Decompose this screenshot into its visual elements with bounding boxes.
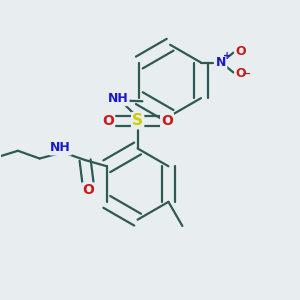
Text: O: O xyxy=(102,114,114,128)
Text: O: O xyxy=(235,68,246,80)
Text: NH: NH xyxy=(108,92,128,105)
Text: O: O xyxy=(82,183,94,197)
Text: +: + xyxy=(223,51,231,61)
Text: O: O xyxy=(235,45,246,58)
Text: −: − xyxy=(242,69,251,79)
Text: O: O xyxy=(161,114,173,128)
Text: S: S xyxy=(132,113,143,128)
Text: N: N xyxy=(216,56,226,69)
Text: NH: NH xyxy=(50,142,71,154)
